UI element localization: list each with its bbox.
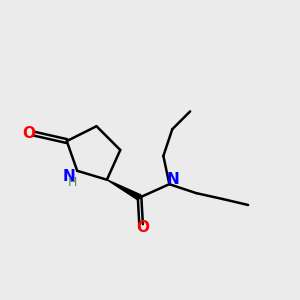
Text: N: N bbox=[167, 172, 179, 187]
Polygon shape bbox=[107, 180, 141, 200]
Text: H: H bbox=[68, 176, 77, 189]
Text: O: O bbox=[22, 126, 35, 141]
Text: N: N bbox=[62, 169, 75, 184]
Text: O: O bbox=[136, 220, 149, 236]
